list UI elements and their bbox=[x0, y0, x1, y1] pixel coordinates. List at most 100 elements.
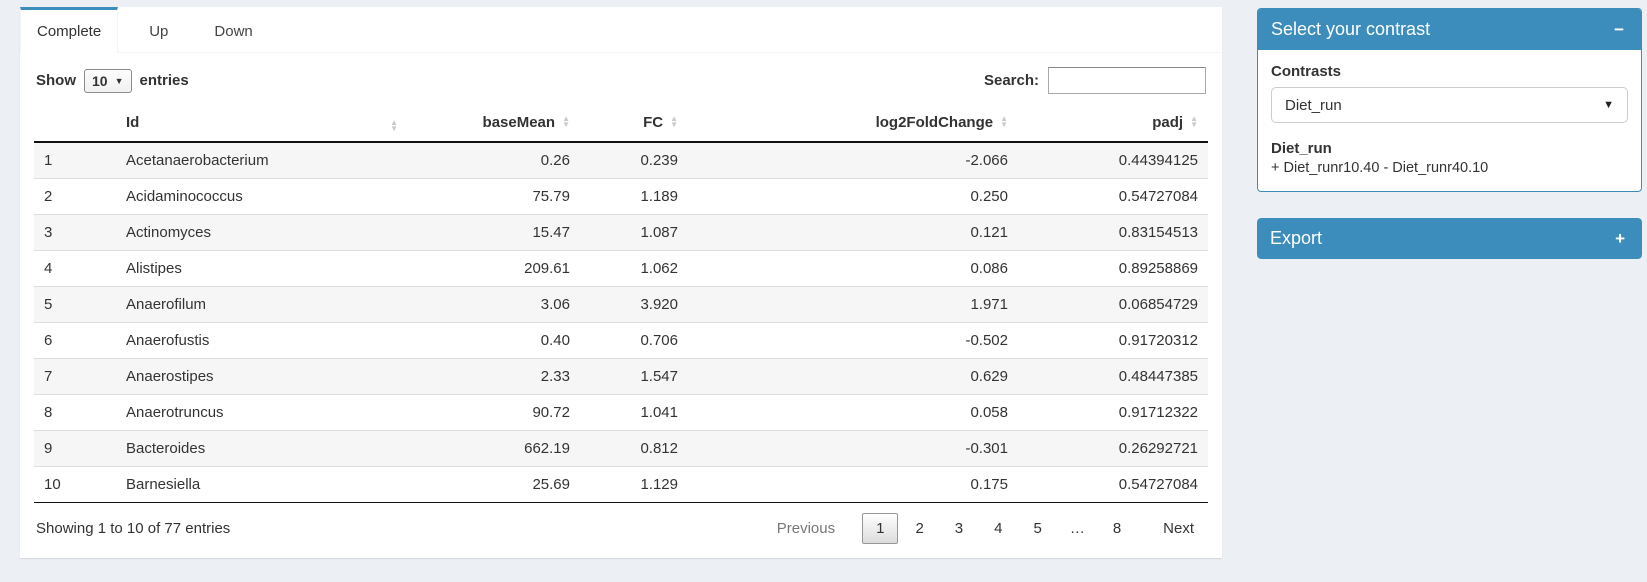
cell-basemean: 90.72 bbox=[408, 394, 580, 431]
cell-id: Alistipes bbox=[116, 250, 408, 287]
search-input[interactable] bbox=[1048, 67, 1206, 94]
row-index: 4 bbox=[34, 250, 116, 287]
table-row[interactable]: 5 Anaerofilum 3.06 3.920 1.971 0.0685472… bbox=[34, 286, 1208, 323]
cell-padj: 0.54727084 bbox=[1018, 466, 1208, 503]
contrast-formula: + Diet_runr10.40 - Diet_runr40.10 bbox=[1271, 160, 1489, 176]
table-row[interactable]: 4 Alistipes 209.61 1.062 0.086 0.8925886… bbox=[34, 250, 1208, 287]
cell-basemean: 662.19 bbox=[408, 430, 580, 467]
column-header-padj[interactable]: padj ▲ ▼ bbox=[1018, 108, 1208, 143]
pagination-page-1[interactable]: 1 bbox=[862, 513, 899, 544]
cell-padj: 0.89258869 bbox=[1018, 250, 1208, 287]
cell-log2foldchange: -2.066 bbox=[688, 141, 1018, 179]
cell-id: Anaerofustis bbox=[116, 322, 408, 359]
cell-fc: 3.920 bbox=[580, 286, 688, 323]
sidebar: Select your contrast − Contrasts Diet_ru… bbox=[1257, 8, 1642, 285]
pagination-next-button[interactable]: Next bbox=[1163, 520, 1194, 537]
table-header-row: Id ▲ ▼ baseMean ▲ ▼ FC ▲ ▼ log2FoldChange ▲ ▼ pa… bbox=[34, 108, 1208, 143]
table-row[interactable]: 6 Anaerofustis 0.40 0.706 -0.502 0.91720… bbox=[34, 322, 1208, 359]
cell-id: Anaerofilum bbox=[116, 286, 408, 323]
show-label: Show bbox=[36, 72, 76, 89]
table-row[interactable]: 9 Bacteroides 662.19 0.812 -0.301 0.2629… bbox=[34, 430, 1208, 467]
cell-padj: 0.48447385 bbox=[1018, 358, 1208, 395]
pagination-page-4[interactable]: 4 bbox=[994, 520, 1003, 537]
column-header-basemean[interactable]: baseMean ▲ ▼ bbox=[408, 108, 580, 143]
cell-fc: 1.062 bbox=[580, 250, 688, 287]
table-row[interactable]: 10 Barnesiella 25.69 1.129 0.175 0.54727… bbox=[34, 466, 1208, 503]
sort-icon: ▲ ▼ bbox=[1190, 114, 1198, 130]
table-row[interactable]: 1 Acetanaerobacterium 0.26 0.239 -2.066 … bbox=[34, 141, 1208, 179]
contrast-panel-title: Select your contrast bbox=[1271, 19, 1431, 39]
table-row[interactable]: 2 Acidaminococcus 75.79 1.189 0.250 0.54… bbox=[34, 178, 1208, 215]
results-tabs: Complete Up Down bbox=[20, 7, 1222, 53]
contrasts-label: Contrasts bbox=[1271, 63, 1342, 80]
sort-icon: ▲ ▼ bbox=[562, 114, 570, 130]
cell-padj: 0.91720312 bbox=[1018, 322, 1208, 359]
cell-log2foldchange: 0.629 bbox=[688, 358, 1018, 395]
cell-basemean: 0.40 bbox=[408, 322, 580, 359]
export-panel-header: Export + bbox=[1257, 218, 1642, 259]
results-card: Complete Up Down Show 10 ▼ entries Searc… bbox=[20, 7, 1222, 558]
pagination-page-3[interactable]: 3 bbox=[954, 520, 964, 537]
table-panel: Show 10 ▼ entries Search: Id ▲ ▼ base bbox=[20, 53, 1222, 558]
export-panel: Export + bbox=[1257, 218, 1642, 259]
contrast-select[interactable]: Diet_run ▼ bbox=[1271, 87, 1628, 123]
cell-log2foldchange: 0.086 bbox=[688, 250, 1018, 287]
chevron-down-icon: ▼ bbox=[114, 75, 124, 86]
sort-icon: ▲ ▼ bbox=[670, 114, 678, 130]
cell-fc: 0.706 bbox=[580, 322, 688, 359]
page-length-control: Show 10 ▼ entries bbox=[36, 68, 189, 93]
cell-fc: 1.129 bbox=[580, 466, 688, 503]
cell-padj: 0.83154513 bbox=[1018, 214, 1208, 251]
cell-basemean: 209.61 bbox=[408, 250, 580, 287]
column-header-id[interactable]: Id ▲ ▼ bbox=[116, 108, 408, 143]
cell-padj: 0.44394125 bbox=[1018, 141, 1208, 179]
cell-padj: 0.54727084 bbox=[1018, 178, 1208, 215]
contrast-panel: Select your contrast − Contrasts Diet_ru… bbox=[1257, 8, 1642, 192]
tab-complete[interactable]: Complete bbox=[20, 7, 119, 53]
column-header-log2foldchange[interactable]: log2FoldChange ▲ ▼ bbox=[688, 108, 1018, 143]
cell-basemean: 3.06 bbox=[408, 286, 580, 323]
cell-log2foldchange: 0.250 bbox=[688, 178, 1018, 215]
entries-label: entries bbox=[139, 72, 189, 89]
table-info: Showing 1 to 10 of 77 entries bbox=[36, 520, 231, 537]
row-index: 6 bbox=[34, 322, 116, 359]
cell-padj: 0.26292721 bbox=[1018, 430, 1208, 467]
cell-basemean: 0.26 bbox=[408, 141, 580, 179]
pagination-page-2[interactable]: 2 bbox=[915, 520, 924, 537]
cell-id: Bacteroides bbox=[116, 430, 408, 467]
sort-icon: ▲ ▼ bbox=[390, 118, 398, 133]
cell-padj: 0.06854729 bbox=[1018, 286, 1208, 323]
table-search-control: Search: bbox=[984, 67, 1206, 94]
cell-id: Anaerotruncus bbox=[116, 394, 408, 431]
chevron-down-icon: ▼ bbox=[1603, 99, 1614, 111]
results-table: Id ▲ ▼ baseMean ▲ ▼ FC ▲ ▼ log2FoldChange ▲ ▼ pa… bbox=[34, 108, 1208, 503]
cell-log2foldchange: -0.301 bbox=[688, 430, 1018, 467]
pagination-previous-button[interactable]: Previous bbox=[776, 520, 836, 537]
tab-down[interactable]: Down bbox=[214, 23, 253, 40]
pagination-page-8[interactable]: 8 bbox=[1112, 520, 1122, 537]
cell-basemean: 25.69 bbox=[408, 466, 580, 503]
pagination-page-5[interactable]: 5 bbox=[1033, 520, 1042, 537]
pagination-ellipsis: … bbox=[1069, 520, 1085, 537]
cell-padj: 0.91712322 bbox=[1018, 394, 1208, 431]
tab-up[interactable]: Up bbox=[149, 23, 169, 40]
cell-basemean: 75.79 bbox=[408, 178, 580, 215]
page-length-value: 10 bbox=[92, 72, 108, 89]
table-row[interactable]: 3 Actinomyces 15.47 1.087 0.121 0.831545… bbox=[34, 214, 1208, 251]
cell-log2foldchange: 1.971 bbox=[688, 286, 1018, 323]
cell-fc: 1.189 bbox=[580, 178, 688, 215]
cell-id: Anaerostipes bbox=[116, 358, 408, 395]
table-row[interactable]: 7 Anaerostipes 2.33 1.547 0.629 0.484473… bbox=[34, 358, 1208, 395]
table-row[interactable]: 8 Anaerotruncus 90.72 1.041 0.058 0.9171… bbox=[34, 394, 1208, 431]
cell-fc: 0.812 bbox=[580, 430, 688, 467]
cell-fc: 1.547 bbox=[580, 358, 688, 395]
contrast-panel-header: Select your contrast − bbox=[1258, 9, 1641, 50]
row-index: 5 bbox=[34, 286, 116, 323]
export-panel-title: Export bbox=[1270, 228, 1323, 248]
column-header-fc[interactable]: FC ▲ ▼ bbox=[580, 108, 688, 143]
row-index: 10 bbox=[34, 466, 116, 503]
expand-icon[interactable]: + bbox=[1615, 229, 1625, 248]
cell-id: Actinomyces bbox=[116, 214, 408, 251]
collapse-icon[interactable]: − bbox=[1614, 20, 1624, 39]
page-length-select[interactable]: 10 ▼ bbox=[84, 68, 132, 93]
